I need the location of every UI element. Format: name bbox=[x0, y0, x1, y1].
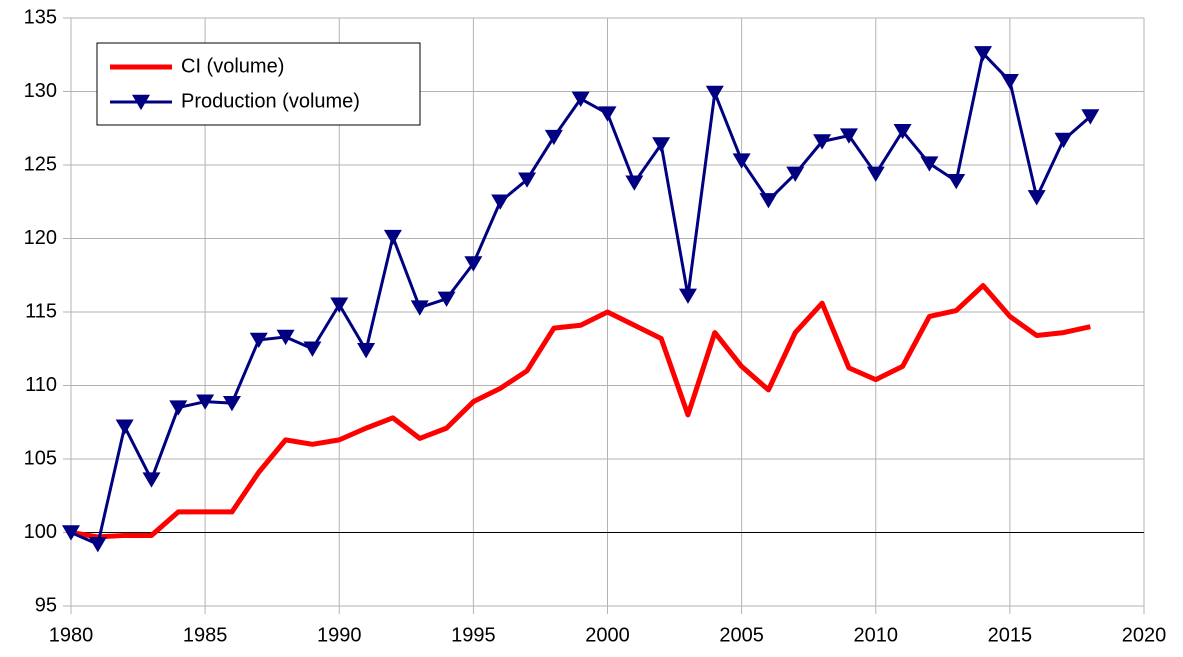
legend-box bbox=[96, 42, 421, 126]
marker bbox=[464, 256, 483, 272]
marker bbox=[357, 343, 376, 359]
marker bbox=[62, 525, 80, 541]
marker bbox=[1027, 190, 1046, 206]
x-tick-label: 2000 bbox=[585, 624, 630, 646]
legend-label: CI (volume) bbox=[181, 55, 284, 77]
y-tick-label: 105 bbox=[24, 447, 57, 469]
y-tick-label: 120 bbox=[24, 227, 57, 249]
marker bbox=[920, 156, 939, 172]
marker bbox=[625, 175, 644, 191]
marker bbox=[786, 166, 805, 182]
marker bbox=[974, 46, 993, 62]
marker bbox=[705, 85, 724, 102]
marker bbox=[893, 123, 912, 140]
marker bbox=[383, 229, 402, 246]
marker bbox=[303, 341, 322, 357]
legend-marker bbox=[132, 94, 150, 111]
x-tick-label: 1980 bbox=[49, 624, 94, 646]
marker bbox=[330, 297, 349, 313]
marker bbox=[947, 173, 966, 190]
marker bbox=[866, 166, 885, 182]
marker bbox=[839, 128, 858, 144]
x-tick-label: 2020 bbox=[1122, 624, 1167, 646]
marker bbox=[276, 329, 295, 346]
x-tick-label: 1985 bbox=[183, 624, 228, 646]
marker bbox=[1054, 132, 1073, 149]
y-tick-label: 130 bbox=[24, 80, 57, 102]
x-tick-label: 1995 bbox=[451, 624, 496, 646]
series-line bbox=[70, 51, 1092, 546]
marker bbox=[222, 395, 241, 412]
y-tick-label: 95 bbox=[35, 594, 57, 616]
marker bbox=[88, 537, 107, 553]
marker bbox=[196, 394, 215, 410]
x-tick-label: 1990 bbox=[317, 624, 362, 646]
marker bbox=[759, 193, 778, 209]
y-tick-label: 110 bbox=[25, 374, 57, 396]
marker bbox=[571, 91, 590, 107]
x-tick-label: 2010 bbox=[854, 624, 899, 646]
legend-label: Production (volume) bbox=[181, 90, 360, 112]
marker bbox=[169, 400, 188, 416]
x-tick-label: 2015 bbox=[988, 624, 1033, 646]
marker bbox=[491, 194, 510, 210]
series-line bbox=[70, 283, 1091, 540]
marker bbox=[410, 300, 429, 316]
marker bbox=[598, 106, 617, 122]
y-tick-label: 125 bbox=[24, 153, 57, 175]
y-tick-label: 115 bbox=[25, 300, 57, 322]
marker bbox=[437, 291, 456, 307]
marker bbox=[813, 134, 832, 150]
y-tick-label: 135 bbox=[24, 6, 57, 28]
marker bbox=[249, 332, 268, 349]
marker bbox=[115, 419, 134, 435]
marker bbox=[518, 172, 537, 188]
marker bbox=[544, 129, 563, 146]
x-tick-label: 2005 bbox=[719, 624, 764, 646]
marker bbox=[1081, 109, 1100, 125]
marker bbox=[732, 153, 751, 169]
marker bbox=[1000, 74, 1019, 90]
marker bbox=[142, 472, 161, 488]
marker bbox=[652, 137, 671, 153]
y-tick-label: 100 bbox=[24, 521, 57, 543]
marker bbox=[678, 288, 697, 304]
